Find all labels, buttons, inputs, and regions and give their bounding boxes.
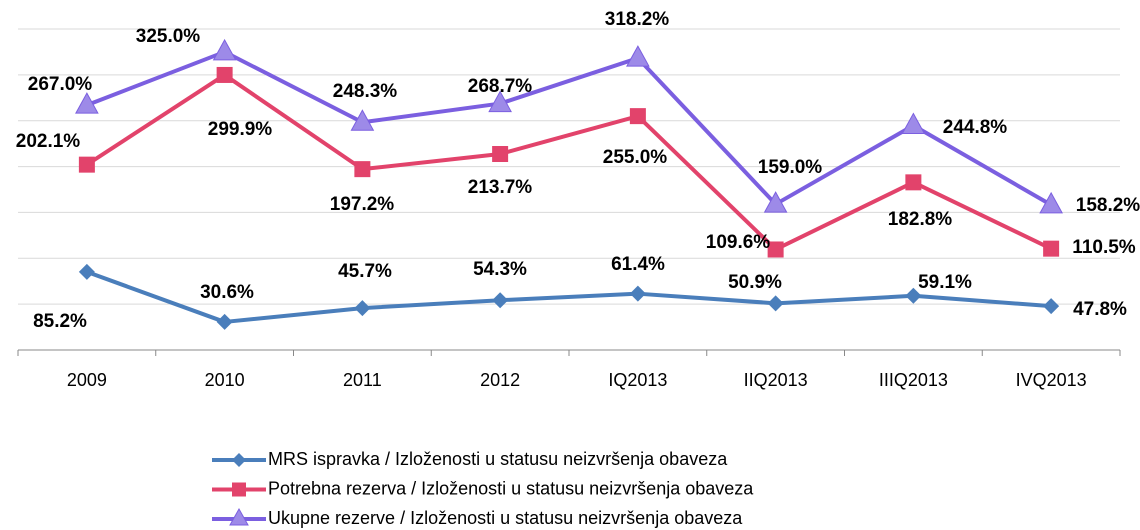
data-label: 318.2% (605, 9, 670, 30)
legend-marker (229, 507, 249, 526)
data-label: 267.0% (28, 74, 93, 95)
marker (626, 45, 650, 67)
marker (212, 38, 237, 61)
marker (629, 285, 646, 302)
data-label: 159.0% (758, 157, 823, 178)
x-tick-label: 2010 (205, 370, 245, 390)
marker (488, 90, 512, 113)
data-label: 109.6% (706, 232, 771, 253)
data-label: 59.1% (918, 272, 972, 293)
marker (901, 112, 926, 134)
legend-label: Ukupne rezerve / Izloženosti u statusu n… (268, 508, 743, 528)
data-label: 61.4% (611, 254, 665, 275)
marker (216, 313, 233, 330)
series-line (85, 72, 1052, 252)
marker (1043, 298, 1060, 315)
series-line (86, 269, 1052, 324)
x-tick-label: IIQ2013 (744, 370, 808, 390)
data-label: 202.1% (16, 131, 81, 152)
legend-marker (232, 482, 246, 497)
marker (350, 109, 375, 131)
legend-label: Potrebna rezerva / Izloženosti u statusu… (268, 478, 754, 498)
marker (492, 292, 509, 309)
x-tick-label: 2009 (67, 370, 107, 390)
marker (78, 156, 95, 173)
data-label: 47.8% (1073, 299, 1127, 320)
legend-label: MRS ispravka / Izloženosti u statusu nei… (268, 449, 728, 469)
x-tick-label: 2012 (480, 370, 520, 390)
data-label: 213.7% (468, 177, 533, 198)
marker (492, 146, 509, 163)
data-label: 54.3% (473, 259, 527, 280)
marker (905, 287, 922, 304)
marker (354, 300, 371, 317)
data-label: 182.8% (888, 209, 953, 230)
x-tick-label: 2011 (343, 370, 382, 390)
data-label: 197.2% (330, 194, 395, 215)
data-label: 244.8% (943, 117, 1008, 138)
marker (767, 241, 784, 258)
marker (216, 66, 233, 83)
data-label: 248.3% (333, 81, 398, 102)
data-label: 110.5% (1072, 237, 1135, 258)
marker (75, 92, 99, 114)
x-tick-label: IQ2013 (608, 370, 667, 390)
data-label: 268.7% (468, 76, 533, 97)
x-tick-label: IVQ2013 (1016, 370, 1087, 390)
series-line (86, 49, 1053, 207)
data-label: 299.9% (208, 119, 273, 140)
data-label: 255.0% (603, 147, 668, 168)
marker (78, 263, 95, 280)
data-label: 50.9% (728, 272, 782, 293)
data-label: 85.2% (33, 311, 87, 332)
data-label: 158.2% (1076, 195, 1140, 216)
marker (763, 191, 788, 213)
legend-marker (232, 453, 246, 467)
data-label: 30.6% (200, 282, 254, 303)
marker (1043, 240, 1060, 257)
marker (354, 161, 371, 178)
marker (629, 108, 646, 125)
marker (905, 174, 922, 191)
data-label: 45.7% (338, 261, 392, 282)
data-label: 325.0% (136, 26, 201, 47)
marker (1039, 191, 1063, 214)
marker (767, 295, 784, 312)
x-tick-label: IIIQ2013 (879, 370, 948, 390)
